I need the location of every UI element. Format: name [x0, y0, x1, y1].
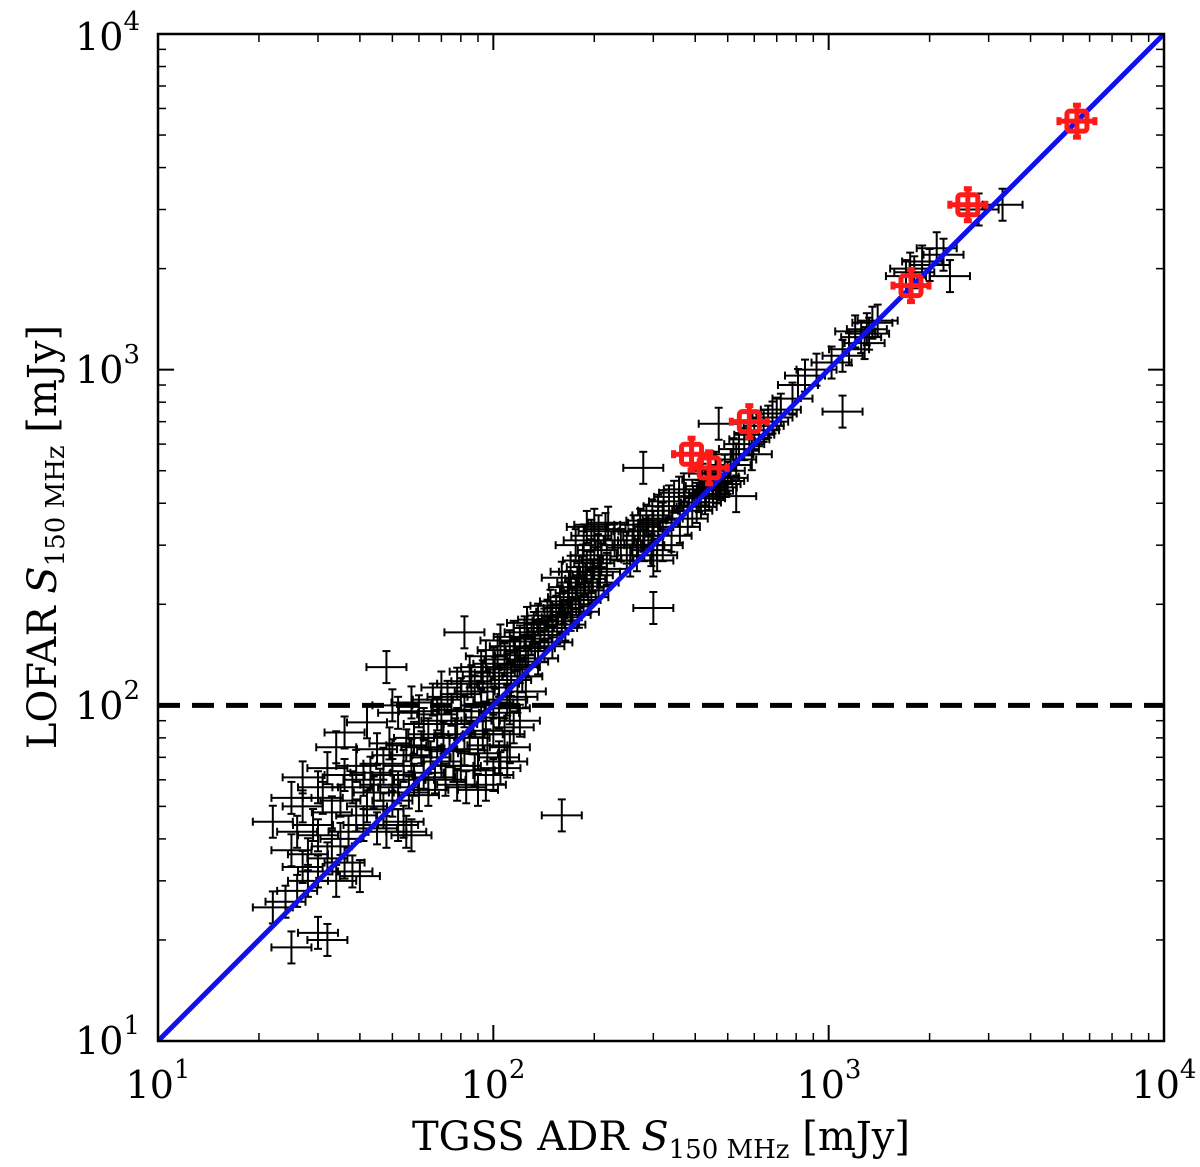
source-point-128	[483, 642, 526, 677]
source-point-177	[540, 560, 583, 595]
source-point-269	[848, 316, 891, 351]
plot-frame	[156, 32, 1166, 1043]
source-point-28	[335, 798, 378, 833]
source-point-0	[270, 930, 313, 965]
source-point-292	[390, 818, 433, 853]
source-point-116	[420, 670, 463, 705]
source-point-276	[928, 259, 971, 294]
one-to-one-reference-line	[158, 34, 1164, 1041]
source-point-282	[540, 798, 583, 833]
source-point-284	[443, 615, 486, 650]
source-point-281	[821, 394, 864, 429]
x-tick-label-0: 101	[126, 1055, 191, 1107]
source-point-287	[306, 751, 349, 786]
source-point-290	[377, 695, 420, 730]
source-point-283	[365, 650, 408, 685]
source-point-250	[622, 450, 665, 485]
series-highlighted	[671, 102, 1098, 487]
source-point-109	[426, 679, 469, 714]
x-tick-labels: 101 102 103 104	[126, 1055, 1197, 1107]
source-point-153	[517, 602, 560, 637]
highlighted-point-5	[1056, 102, 1098, 140]
source-point-72	[400, 730, 443, 765]
source-point-87	[483, 717, 526, 752]
source-point-1	[296, 915, 339, 950]
source-point-203	[631, 498, 674, 533]
source-point-288	[315, 730, 358, 765]
source-point-286	[281, 760, 324, 795]
source-point-280	[632, 590, 675, 625]
source-point-20	[251, 804, 294, 839]
minor-ticks	[158, 34, 1164, 1041]
source-point-29	[310, 795, 353, 830]
source-point-39	[296, 770, 339, 805]
source-point-21	[292, 808, 335, 843]
source-point-160	[529, 588, 572, 623]
y-tick-labels: 101 102 103 104	[75, 7, 140, 1063]
x-axis-label: TGSS ADR S150 MHz [mJy]	[412, 1114, 910, 1165]
y-tick-label-0: 101	[75, 1011, 140, 1063]
plot-area	[156, 32, 1166, 1043]
source-point-99	[443, 694, 486, 729]
source-point-88	[492, 710, 535, 745]
source-point-70	[368, 726, 411, 761]
source-point-49	[323, 758, 366, 793]
source-point-291	[382, 804, 425, 839]
source-point-19	[276, 814, 319, 849]
source-point-213	[615, 538, 658, 573]
source-point-60	[472, 758, 515, 793]
x-tick-label-2: 103	[797, 1055, 862, 1107]
source-point-2	[306, 922, 349, 957]
x-tick-label-1: 102	[461, 1055, 526, 1107]
y-axis-label: LOFAR S150 MHz [mJy]	[20, 325, 71, 749]
y-tick-label-3: 104	[75, 7, 140, 59]
source-point-285	[323, 715, 366, 750]
source-point-108	[411, 682, 454, 717]
source-point-143	[479, 623, 522, 658]
source-point-10	[286, 837, 329, 872]
highlighted-point-3	[890, 267, 932, 305]
source-point-190	[593, 523, 636, 558]
source-point-206	[647, 484, 690, 519]
source-point-37	[352, 775, 395, 810]
source-point-71	[385, 728, 428, 763]
source-point-187	[565, 509, 608, 544]
source-point-80	[393, 720, 436, 755]
y-tick-label-2: 103	[75, 340, 140, 392]
source-point-118	[450, 664, 493, 699]
highlighted-point-1	[688, 449, 730, 487]
source-point-14	[338, 859, 381, 894]
y-tick-label-1: 102	[75, 676, 140, 728]
highlighted-point-2	[728, 403, 770, 441]
source-point-253	[715, 479, 758, 514]
highlighted-point-4	[947, 186, 989, 224]
source-point-136	[488, 629, 531, 664]
source-point-189	[587, 505, 630, 540]
source-point-289	[345, 705, 388, 740]
x-tick-label-3: 104	[1132, 1055, 1197, 1107]
